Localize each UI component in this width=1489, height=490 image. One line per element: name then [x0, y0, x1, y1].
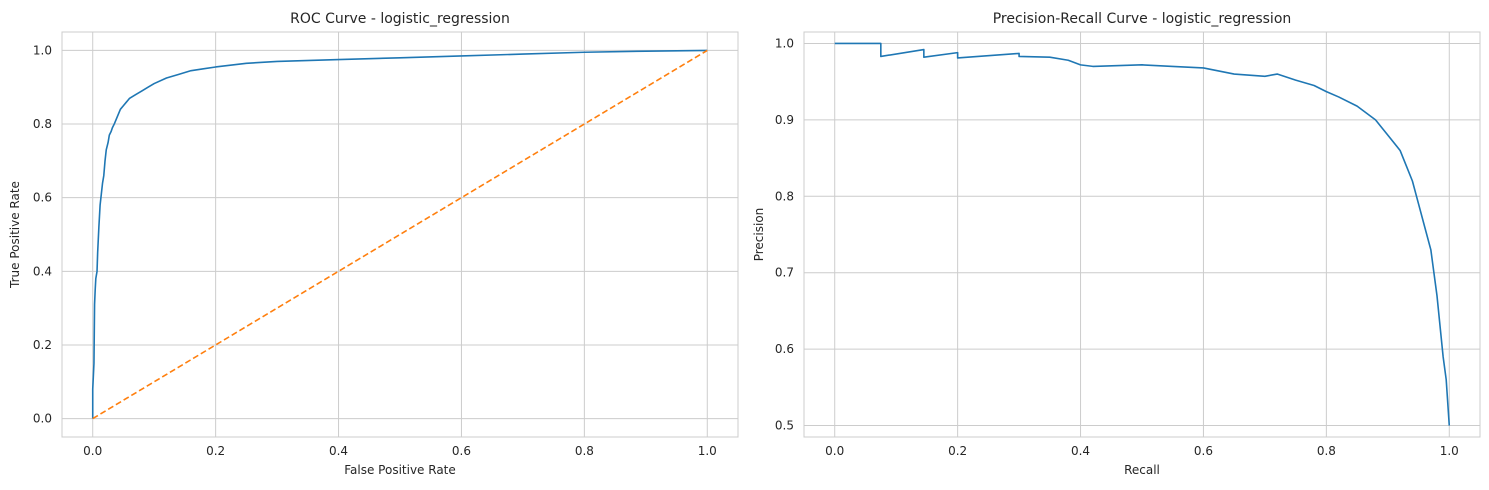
x-tick-label: 1.0: [1440, 444, 1459, 458]
y-axis-label: Precision: [752, 208, 766, 262]
x-tick-label: 0.0: [83, 444, 102, 458]
y-tick-label: 0.9: [775, 113, 794, 127]
x-tick-label: 0.8: [575, 444, 594, 458]
x-tick-label: 0.6: [1194, 444, 1213, 458]
roc-curve-line: [91, 49, 708, 419]
y-tick-label: 0.8: [775, 189, 794, 203]
x-axis-label: Recall: [1124, 463, 1160, 477]
x-tick-label: 0.2: [206, 444, 225, 458]
random-baseline-line: [92, 49, 708, 420]
y-tick-label: 0.8: [33, 117, 52, 131]
x-tick-label: 0.8: [1317, 444, 1336, 458]
y-tick-label: 1.0: [33, 43, 52, 57]
y-tick-label: 0.2: [33, 338, 52, 352]
x-tick-label: 0.0: [825, 444, 844, 458]
y-tick-label: 0.0: [33, 412, 52, 426]
x-tick-label: 1.0: [698, 444, 717, 458]
y-tick-label: 0.5: [775, 419, 794, 433]
x-tick-label: 0.4: [1071, 444, 1090, 458]
chart-title: ROC Curve - logistic_regression: [290, 11, 510, 27]
x-axis-label: False Positive Rate: [344, 463, 456, 477]
precision-recall-curve-line: [834, 42, 1451, 426]
y-tick-label: 1.0: [775, 36, 794, 50]
x-tick-label: 0.4: [329, 444, 348, 458]
precision-recall-chart: 0.0 0.2 0.4 0.6 0.8 1.0 0.5 0.6 0.7 0.8 0.9 1.0 Prec…: [752, 11, 1481, 477]
y-tick-label: 0.4: [33, 264, 52, 278]
y-tick-label: 0.7: [775, 266, 794, 280]
y-tick-label: 0.6: [33, 191, 52, 205]
plot-frame: [61, 31, 739, 438]
y-tick-label: 0.6: [775, 342, 794, 356]
plot-frame: [803, 31, 1481, 438]
y-axis-label: True Positive Rate: [8, 181, 22, 289]
x-tick-label: 0.6: [452, 444, 471, 458]
x-tick-label: 0.2: [948, 444, 967, 458]
chart-title: Precision-Recall Curve - logistic_regres…: [993, 11, 1292, 27]
roc-chart: 0.0 0.2 0.4 0.6 0.8 1.0 0.0 0.2 0.4 0.6 0.8 1.0 ROC …: [8, 11, 739, 477]
